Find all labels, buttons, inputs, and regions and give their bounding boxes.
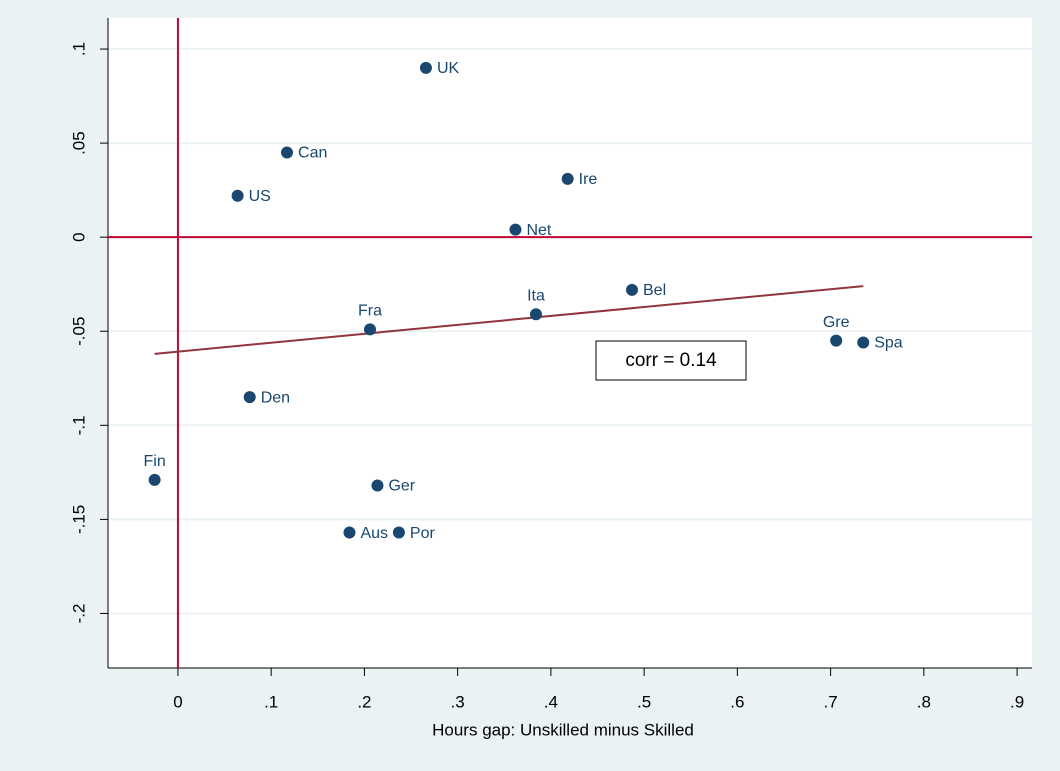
point-label: Fra — [358, 303, 382, 320]
y-tick-label: .05 — [69, 131, 88, 155]
annotation-box — [595, 340, 747, 381]
annotation: corr = 0.14 — [625, 350, 717, 371]
y-tick-label: .1 — [69, 42, 88, 56]
point-label: Ita — [527, 288, 545, 305]
point — [243, 391, 256, 404]
point-label: Fin — [144, 453, 166, 470]
point-label: Spa — [874, 335, 903, 352]
point — [857, 336, 870, 349]
x-axis-title: Hours gap: Unskilled minus Skilled — [432, 720, 694, 739]
x-tick-label: .8 — [917, 692, 931, 711]
point — [281, 146, 294, 159]
x-tick-label: .2 — [357, 692, 371, 711]
point-label: UK — [437, 60, 460, 77]
y-tick-label: -.05 — [69, 317, 88, 346]
x-tick-label: .5 — [637, 692, 651, 711]
point-label: Den — [261, 389, 290, 406]
y-tick-label: -.1 — [69, 415, 88, 435]
point — [231, 189, 244, 202]
x-tick-label: .6 — [730, 692, 744, 711]
point — [626, 283, 639, 296]
fit-line — [154, 285, 864, 355]
x-tick-label: 0 — [173, 692, 182, 711]
point — [561, 172, 574, 185]
point-label: Net — [526, 222, 551, 239]
point — [343, 526, 356, 539]
point-label: US — [249, 188, 271, 205]
point-label: Can — [298, 145, 327, 162]
point — [148, 473, 161, 486]
x-tick-label: .1 — [264, 692, 278, 711]
point — [509, 223, 522, 236]
point-label: Gre — [823, 314, 850, 331]
point-label: Ire — [579, 171, 598, 188]
point-label: Bel — [643, 282, 666, 299]
point-label: Aus — [360, 525, 388, 542]
y-tick-label: -.15 — [69, 505, 88, 534]
point — [371, 479, 384, 492]
x-tick-label: .7 — [824, 692, 838, 711]
point — [529, 308, 542, 321]
x-tick-label: .4 — [544, 692, 558, 711]
point — [364, 323, 377, 336]
x-tick-label: .9 — [1010, 692, 1024, 711]
point — [419, 61, 432, 74]
y-tick-label: 0 — [69, 232, 88, 241]
point-label: Por — [410, 525, 436, 542]
point — [392, 526, 405, 539]
y-tick-label: -.2 — [69, 604, 88, 624]
x-tick-label: .3 — [451, 692, 465, 711]
point — [830, 334, 843, 347]
point-label: Ger — [388, 478, 415, 495]
